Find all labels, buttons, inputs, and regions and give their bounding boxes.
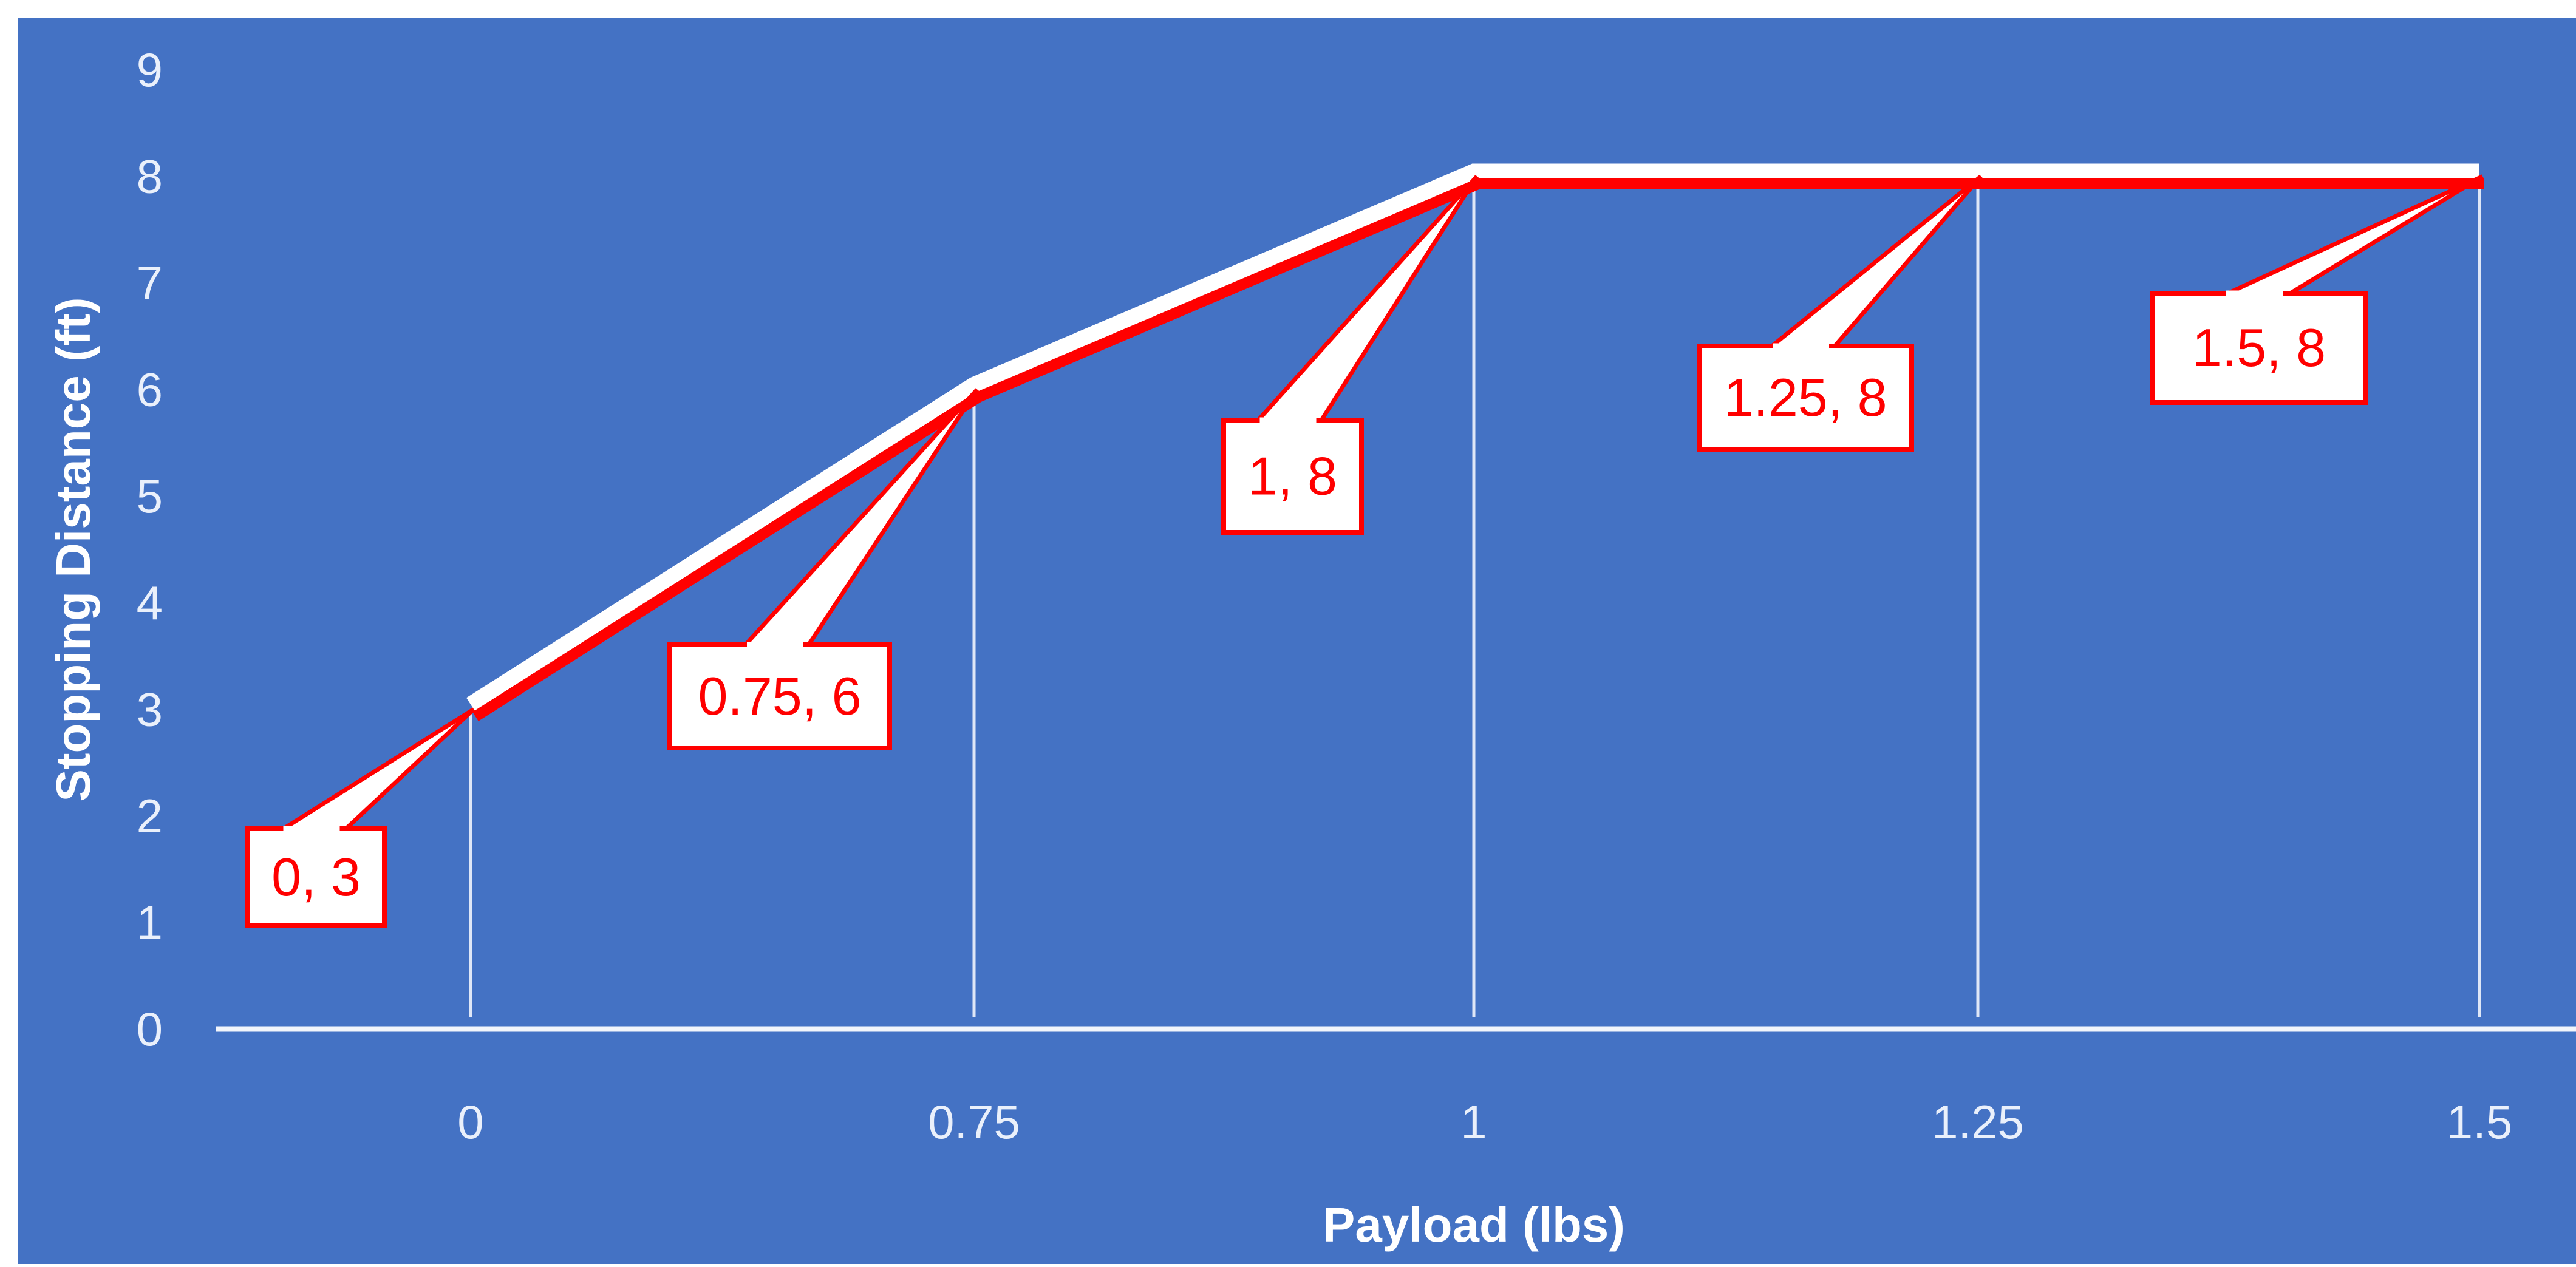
y-tick-label: 3 [137, 682, 163, 736]
y-tick-label: 6 [137, 363, 163, 416]
x-axis-tick-labels: 0 0.75 1 1.25 1.5 [457, 1095, 2512, 1149]
y-tick-label: 1 [137, 895, 163, 949]
data-label: 0, 3 [271, 847, 361, 907]
data-label-callout: 1.5, 8 [2150, 174, 2484, 405]
series-line-red [472, 178, 2484, 721]
data-label: 1, 8 [1248, 446, 1337, 506]
callout-box [667, 642, 892, 750]
data-label: 1.25, 8 [1723, 367, 1887, 427]
callout-box [245, 826, 387, 928]
series-lines [466, 163, 2484, 721]
x-tick-label: 0 [457, 1095, 483, 1149]
data-label: 0.75, 6 [698, 666, 861, 726]
x-tick-label: 1.5 [2447, 1095, 2512, 1149]
x-axis-title: Payload (lbs) [1323, 1198, 1625, 1252]
y-tick-label: 4 [137, 576, 163, 630]
x-tick-label: 1.25 [1932, 1095, 2024, 1149]
data-label-callouts: 0, 3 0.75, 6 1, 8 1.25, 8 1.5, 8 [245, 174, 2484, 928]
chart-background [18, 18, 2576, 1264]
data-label-callout: 0.75, 6 [667, 388, 979, 750]
y-tick-label: 7 [137, 256, 163, 310]
y-tick-label: 8 [137, 150, 163, 203]
y-axis-title: Stopping Distance (ft) [46, 297, 100, 801]
callout-box [1697, 344, 1914, 452]
y-tick-label: 0 [137, 1002, 163, 1056]
y-tick-label: 9 [137, 43, 163, 97]
y-tick-label: 5 [137, 469, 163, 523]
x-tick-label: 1 [1460, 1095, 1487, 1149]
y-axis-tick-labels: 0 1 2 3 4 5 6 7 8 9 [137, 43, 163, 1056]
data-label-callout: 1, 8 [1221, 175, 1479, 535]
data-label-callout: 0, 3 [245, 707, 475, 928]
series-line-white [466, 163, 2479, 712]
drop-lines [469, 176, 2481, 1017]
data-label-callout: 1.25, 8 [1697, 174, 1983, 452]
data-label: 1.5, 8 [2192, 318, 2326, 378]
y-tick-label: 2 [137, 789, 163, 843]
x-tick-label: 0.75 [928, 1095, 1020, 1149]
callout-box [2150, 291, 2368, 405]
callout-box [1221, 418, 1364, 535]
